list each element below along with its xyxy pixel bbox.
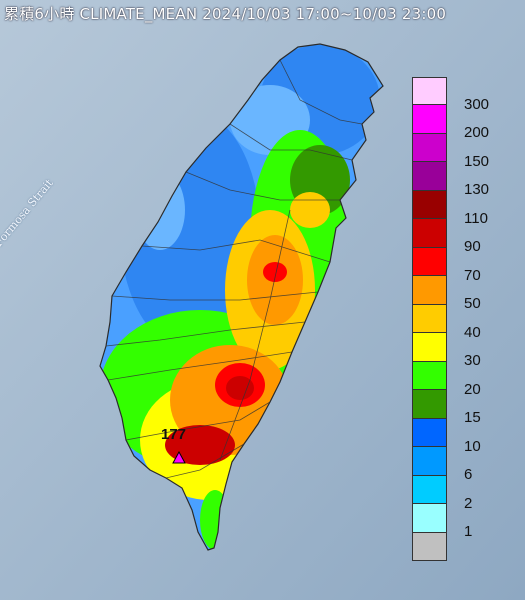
legend-item: 300 xyxy=(412,77,507,113)
map-title: 累積6小時 CLIMATE_MEAN 2024/10/03 17:00~10/0… xyxy=(4,5,447,23)
legend-label: 90 xyxy=(464,238,481,256)
legend-swatch xyxy=(412,333,447,362)
legend-label: 1 xyxy=(464,523,473,541)
legend-item: 30 xyxy=(412,333,507,369)
legend-item: 90 xyxy=(412,219,507,255)
legend-item: 2 xyxy=(412,475,507,512)
triangle-icon xyxy=(172,450,186,464)
legend-swatch xyxy=(412,418,447,448)
legend-label: 110 xyxy=(464,209,488,227)
legend-label: 300 xyxy=(464,96,490,113)
peak-marker xyxy=(172,450,186,464)
legend-label: 6 xyxy=(464,466,473,484)
legend-swatch xyxy=(412,447,447,476)
legend-swatch xyxy=(412,532,447,561)
legend-item: 15 xyxy=(412,390,507,426)
legend-item: 150 xyxy=(412,133,507,170)
legend-swatch xyxy=(412,77,447,106)
legend-label: 70 xyxy=(464,266,481,284)
county-boundaries xyxy=(105,59,363,479)
legend-item: 10 xyxy=(412,418,507,455)
legend-label: 10 xyxy=(464,437,481,455)
legend-swatch xyxy=(412,105,447,134)
legend-swatch xyxy=(412,247,447,277)
legend-swatch xyxy=(412,304,447,334)
legend-swatch xyxy=(412,276,447,305)
legend-label: 15 xyxy=(464,409,481,427)
legend-item: 6 xyxy=(412,447,507,483)
taiwan-coastline xyxy=(99,43,384,551)
legend-item: 1 xyxy=(412,504,507,540)
peak-value-label: 177 xyxy=(161,426,187,443)
color-legend: 300 200 150 130 110 90 70 50 40 30 20 15 10 6 2 1 xyxy=(412,77,507,561)
legend-label: 2 xyxy=(464,494,473,512)
legend-label: 40 xyxy=(464,323,481,341)
legend-item: 130 xyxy=(412,162,507,198)
legend-item: 40 xyxy=(412,304,507,341)
legend-swatch xyxy=(412,361,447,391)
legend-swatch xyxy=(412,475,447,505)
legend-swatch xyxy=(412,504,447,533)
legend-swatch xyxy=(412,219,447,248)
legend-label: 20 xyxy=(464,380,481,398)
legend-item: 20 xyxy=(412,361,507,398)
legend-item: 70 xyxy=(412,247,507,284)
legend-swatch xyxy=(412,162,447,191)
legend-swatch xyxy=(412,190,447,220)
legend-item: 110 xyxy=(412,190,507,227)
legend-swatch xyxy=(412,133,447,163)
legend-label: 30 xyxy=(464,352,481,370)
legend-item: 50 xyxy=(412,276,507,312)
legend-item xyxy=(412,532,507,561)
legend-swatch xyxy=(412,390,447,419)
legend-label: 150 xyxy=(464,152,490,170)
legend-item: 200 xyxy=(412,105,507,141)
legend-label: 130 xyxy=(464,181,490,199)
legend-label: 200 xyxy=(464,124,490,142)
legend-label: 50 xyxy=(464,295,481,313)
